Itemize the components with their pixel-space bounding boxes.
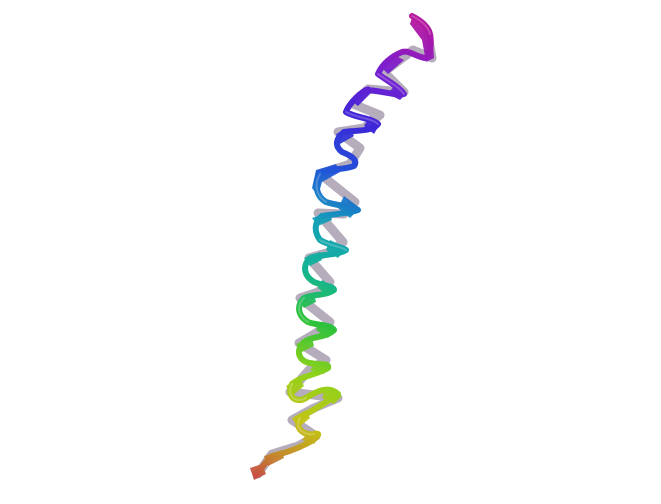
helix-ribbon-highlight [289,15,431,436]
helix-ribbon [253,13,434,477]
helix-turn-faces [250,14,434,480]
